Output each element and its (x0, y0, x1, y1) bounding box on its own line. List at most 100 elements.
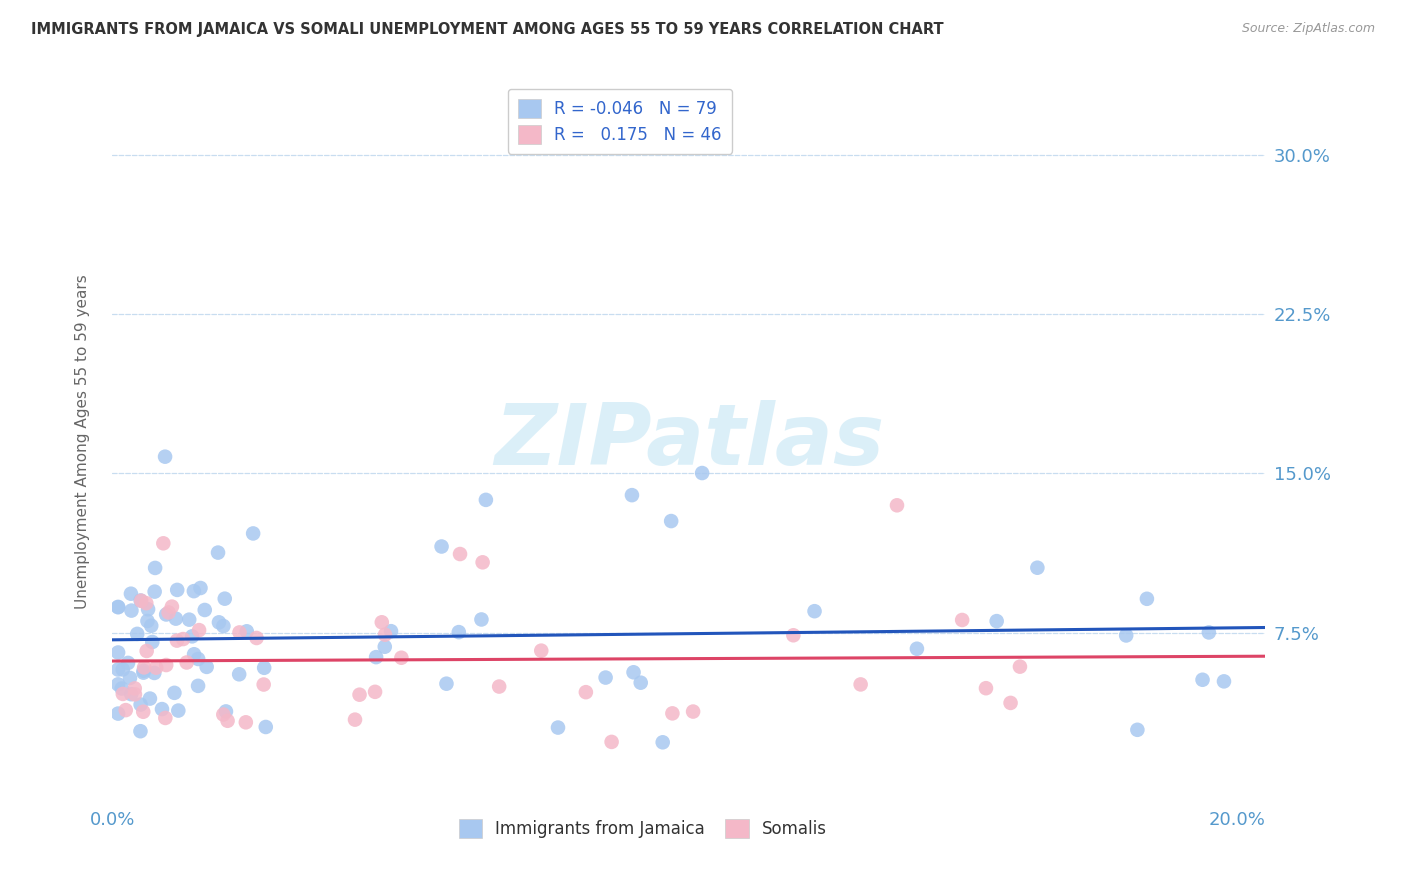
Point (1191, 673, 1213, 687)
Point (595, 671, 617, 685)
Point (141, 619, 163, 633)
Point (111, 663, 134, 677)
Point (470, 612, 492, 626)
Point (187, 679, 209, 693)
Point (1008, 659, 1031, 673)
Point (114, 703, 136, 717)
Point (127, 627, 149, 641)
Point (849, 677, 872, 691)
Point (135, 596, 157, 610)
Point (782, 628, 804, 642)
Point (172, 632, 194, 646)
Point (124, 681, 146, 696)
Text: IMMIGRANTS FROM JAMAICA VS SOMALI UNEMPLOYMENT AMONG AGES 55 TO 59 YEARS CORRELA: IMMIGRANTS FROM JAMAICA VS SOMALI UNEMPL… (31, 22, 943, 37)
Point (107, 600, 129, 615)
Point (118, 671, 141, 685)
Point (166, 582, 188, 597)
Point (132, 665, 155, 680)
Point (212, 707, 235, 722)
Point (449, 547, 471, 561)
Point (139, 691, 162, 706)
Point (950, 613, 973, 627)
Point (179, 613, 201, 627)
Point (135, 644, 157, 658)
Point (447, 625, 470, 640)
Point (107, 599, 129, 614)
Point (129, 593, 152, 607)
Point (803, 604, 825, 618)
Point (217, 714, 239, 728)
Point (430, 540, 453, 554)
Point (253, 661, 276, 675)
Point (374, 640, 396, 654)
Point (661, 706, 683, 721)
Point (1000, 696, 1022, 710)
Point (111, 687, 134, 701)
Point (155, 711, 177, 725)
Point (236, 624, 259, 639)
Point (253, 677, 276, 691)
Point (651, 735, 673, 749)
Point (364, 685, 387, 699)
Point (630, 675, 652, 690)
Point (214, 591, 236, 606)
Point (228, 625, 250, 640)
Point (974, 681, 997, 696)
Point (155, 607, 177, 622)
Point (547, 721, 569, 735)
Point (120, 587, 142, 601)
Point (1115, 628, 1137, 642)
Point (488, 680, 510, 694)
Point (166, 633, 188, 648)
Point (167, 704, 190, 718)
Point (600, 735, 623, 749)
Point (194, 603, 217, 617)
Point (212, 619, 235, 633)
Point (886, 498, 908, 512)
Point (195, 660, 218, 674)
Point (141, 635, 163, 649)
Point (136, 602, 159, 616)
Point (145, 661, 167, 675)
Text: Source: ZipAtlas.com: Source: ZipAtlas.com (1241, 22, 1375, 36)
Point (143, 665, 166, 680)
Point (176, 656, 198, 670)
Point (188, 623, 211, 637)
Point (349, 688, 371, 702)
Point (143, 584, 166, 599)
Text: ZIPatlas: ZIPatlas (494, 400, 884, 483)
Point (129, 594, 152, 608)
Point (134, 660, 156, 674)
Point (187, 652, 209, 666)
Point (1198, 625, 1220, 640)
Point (183, 647, 205, 661)
Point (228, 667, 250, 681)
Point (471, 555, 494, 569)
Y-axis label: Unemployment Among Ages 55 to 59 years: Unemployment Among Ages 55 to 59 years (76, 274, 90, 609)
Point (1213, 674, 1236, 689)
Point (107, 663, 129, 677)
Point (183, 584, 205, 599)
Point (111, 681, 134, 696)
Point (475, 492, 498, 507)
Point (120, 604, 142, 618)
Point (530, 643, 553, 657)
Point (659, 514, 682, 528)
Point (150, 702, 173, 716)
Point (986, 614, 1008, 628)
Point (153, 450, 176, 464)
Point (254, 720, 277, 734)
Point (371, 615, 394, 630)
Point (190, 581, 212, 595)
Point (132, 705, 155, 719)
Point (374, 628, 396, 642)
Point (575, 685, 598, 699)
Point (136, 614, 159, 628)
Point (436, 676, 458, 690)
Point (1126, 723, 1149, 737)
Point (155, 658, 177, 673)
Point (117, 656, 139, 670)
Point (129, 698, 152, 712)
Point (380, 624, 402, 639)
Point (132, 664, 155, 678)
